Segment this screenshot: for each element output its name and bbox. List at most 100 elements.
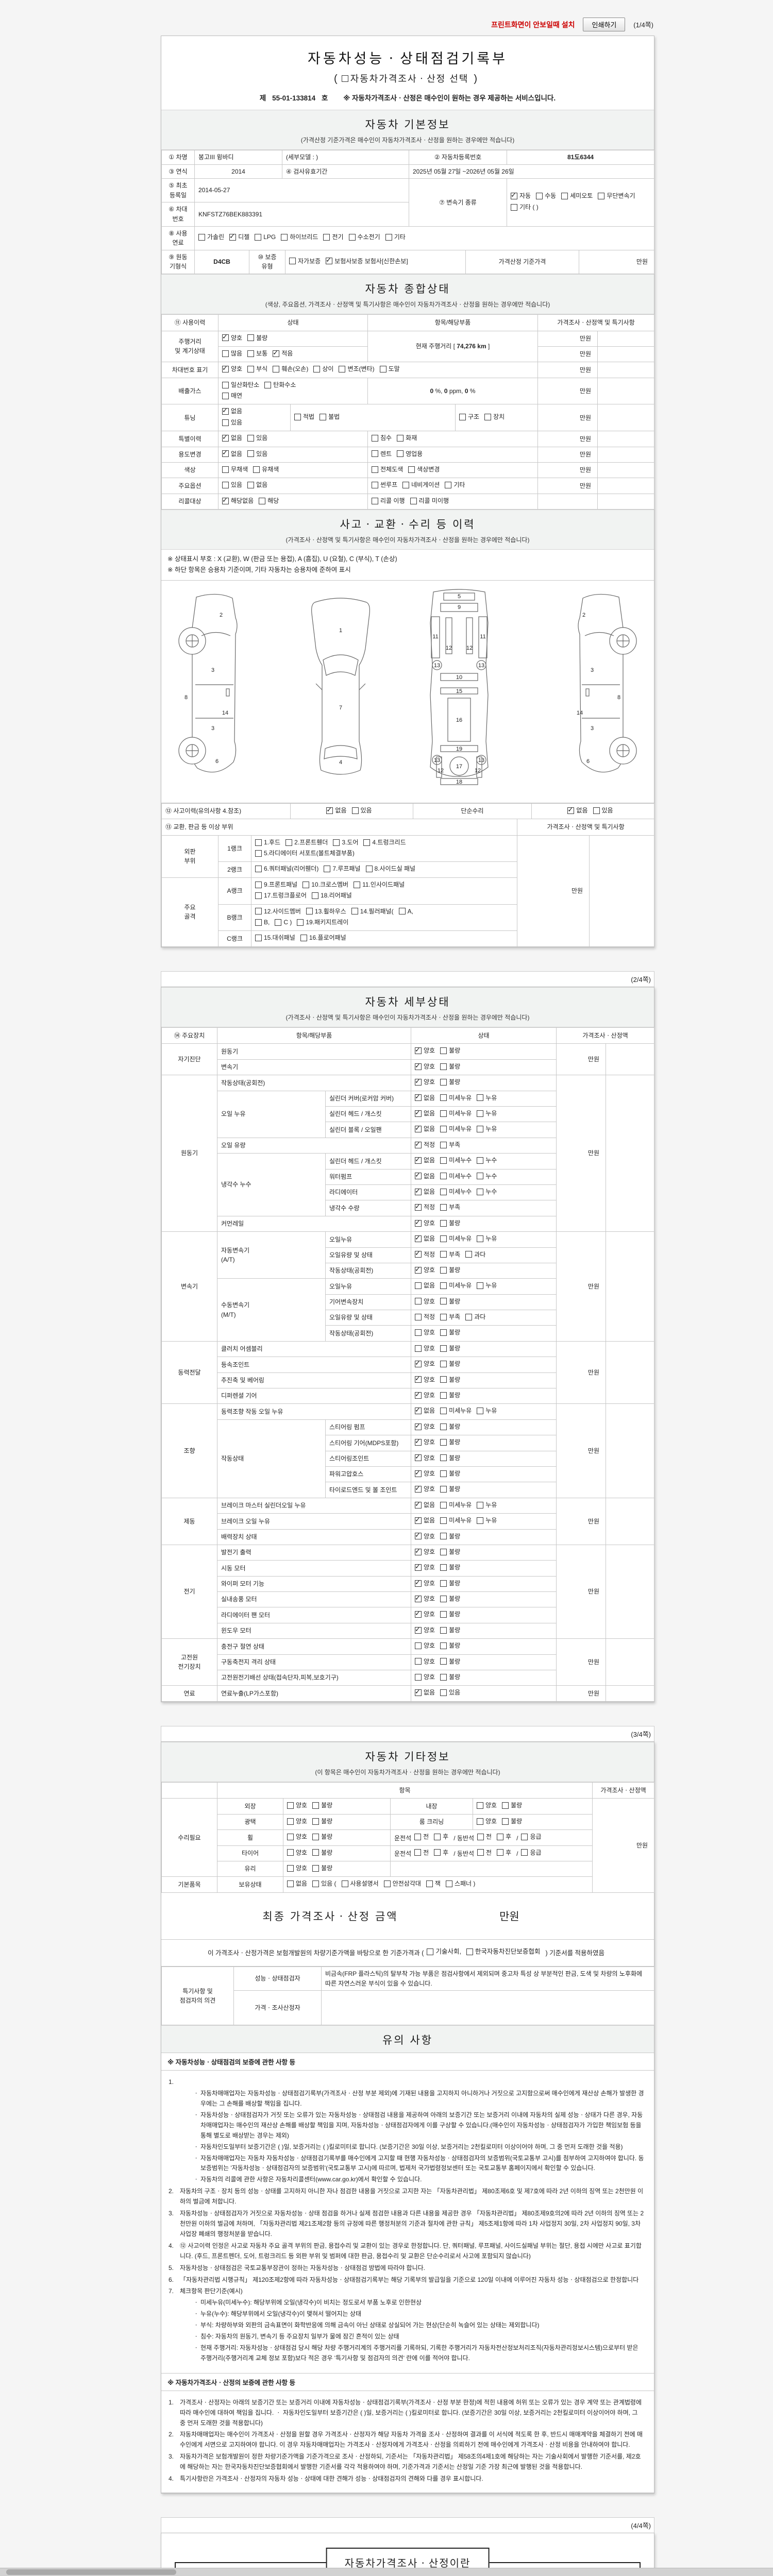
checkbox-item[interactable]: 부식 — [247, 364, 267, 374]
checkbox[interactable] — [440, 1423, 447, 1430]
checkbox-item[interactable]: 양호 — [287, 1801, 307, 1810]
checkbox[interactable] — [440, 1063, 447, 1070]
checkbox-item[interactable]: 없음 — [567, 805, 588, 816]
checkbox[interactable] — [440, 1673, 447, 1681]
checkbox-item[interactable]: 기타 — [385, 232, 406, 242]
checkbox[interactable] — [255, 881, 262, 888]
checkbox[interactable] — [415, 1374, 422, 1384]
checkbox-item[interactable]: 누유 — [477, 1281, 497, 1291]
checkbox-item[interactable]: 불량 — [440, 1359, 460, 1369]
checkbox-item[interactable]: 불량 — [440, 1297, 460, 1307]
checkbox[interactable] — [415, 1499, 422, 1510]
checkbox[interactable] — [415, 1515, 422, 1525]
checkbox[interactable] — [255, 892, 262, 900]
checkbox-item[interactable]: 양호 — [415, 1061, 435, 1072]
checkbox-item[interactable]: 기타 ( ) — [511, 202, 539, 212]
checkbox-item[interactable]: 적음 — [273, 348, 293, 359]
checkbox[interactable] — [397, 450, 404, 457]
checkbox-item[interactable]: 양호 — [415, 1045, 435, 1056]
checkbox[interactable] — [415, 1313, 422, 1320]
checkbox[interactable] — [255, 234, 262, 241]
checkbox[interactable] — [247, 482, 255, 489]
checkbox[interactable] — [222, 495, 229, 505]
checkbox[interactable] — [440, 1533, 447, 1540]
checkbox-item[interactable]: 적정 — [415, 1312, 435, 1322]
checkbox[interactable] — [440, 1126, 447, 1133]
checkbox-item[interactable]: 양호 — [415, 1264, 435, 1275]
checkbox[interactable] — [440, 1392, 447, 1399]
checkbox[interactable] — [440, 1282, 447, 1290]
checkbox[interactable] — [415, 1452, 422, 1463]
checkbox-item[interactable]: 불량 — [440, 1077, 460, 1087]
checkbox-item[interactable]: 도말 — [379, 364, 400, 374]
checkbox[interactable] — [440, 1361, 447, 1368]
checkbox[interactable] — [415, 1108, 422, 1118]
checkbox[interactable] — [440, 1094, 447, 1101]
checkbox-item[interactable]: 4.트렁크리드 — [363, 838, 406, 848]
checkbox-item[interactable]: 있음 — [222, 480, 242, 490]
checkbox-item[interactable]: 없음 — [415, 1281, 435, 1291]
checkbox-item[interactable]: 있음 — [247, 449, 267, 459]
checkbox[interactable] — [465, 1313, 473, 1320]
checkbox-item[interactable]: 있음 — [593, 806, 613, 816]
checkbox[interactable] — [415, 1061, 422, 1071]
checkbox-item[interactable]: 1.후드 — [255, 838, 280, 848]
checkbox-item[interactable]: 미세누유 — [440, 1124, 472, 1134]
checkbox[interactable] — [255, 866, 262, 873]
checkbox-item[interactable]: 자가보증 — [289, 257, 321, 266]
checkbox-item[interactable]: 미세누유 — [440, 1406, 472, 1416]
checkbox-item[interactable]: 양호 — [222, 332, 242, 343]
checkbox[interactable] — [341, 1880, 348, 1888]
checkbox[interactable] — [408, 466, 415, 473]
checkbox[interactable] — [477, 1126, 484, 1133]
checkbox[interactable] — [497, 1849, 504, 1856]
checkbox-item[interactable]: 불량 — [502, 1801, 522, 1810]
checkbox-item[interactable]: 썬루프 — [372, 480, 397, 490]
checkbox-item[interactable]: 리콜 미이행 — [410, 496, 449, 506]
checkbox[interactable] — [440, 1438, 447, 1446]
checkbox[interactable] — [313, 366, 321, 373]
checkbox-item[interactable]: 많음 — [222, 349, 242, 359]
checkbox[interactable] — [229, 231, 237, 242]
checkbox[interactable] — [415, 1329, 422, 1336]
checkbox[interactable] — [398, 908, 406, 915]
checkbox-item[interactable]: 상이 — [313, 364, 333, 374]
checkbox[interactable] — [477, 1094, 484, 1101]
checkbox-item[interactable]: 양호 — [415, 1624, 435, 1635]
checkbox-item[interactable]: 양호 — [415, 1593, 435, 1604]
horizontal-scrollbar[interactable] — [0, 2568, 773, 2576]
checkbox-item[interactable]: 기술사회, — [427, 1946, 461, 1958]
checkbox-item[interactable]: 불량 — [440, 1375, 460, 1385]
checkbox-item[interactable]: 17.트렁크플로어 — [255, 891, 307, 901]
checkbox-item[interactable]: 누수 — [477, 1172, 497, 1181]
checkbox[interactable] — [459, 413, 466, 420]
checkbox[interactable] — [379, 366, 386, 373]
checkbox[interactable] — [477, 1849, 484, 1856]
checkbox[interactable] — [222, 381, 229, 388]
checkbox[interactable] — [477, 1110, 484, 1117]
checkbox[interactable] — [255, 908, 262, 915]
checkbox-item[interactable]: 전 — [477, 1832, 492, 1842]
checkbox[interactable] — [255, 850, 262, 857]
checkbox-item[interactable]: 리콜 이행 — [372, 496, 405, 506]
checkbox-item[interactable]: 양호 — [415, 1217, 435, 1228]
checkbox[interactable] — [247, 334, 255, 342]
checkbox-item[interactable]: 미세누유 — [440, 1093, 472, 1103]
checkbox-item[interactable]: 과다 — [465, 1250, 485, 1260]
checkbox-item[interactable]: 양호 — [222, 363, 242, 374]
checkbox[interactable] — [434, 1834, 441, 1840]
checkbox[interactable] — [440, 1486, 447, 1493]
checkbox[interactable] — [415, 1248, 422, 1259]
checkbox-item[interactable]: B, — [255, 918, 270, 927]
checkbox-item[interactable]: 미세누수 — [440, 1172, 472, 1181]
checkbox[interactable] — [287, 1802, 294, 1809]
checkbox-item[interactable]: 누유 — [477, 1093, 497, 1103]
checkbox-item[interactable]: 잭 — [426, 1879, 441, 1889]
checkbox[interactable] — [312, 1802, 320, 1809]
checkbox[interactable] — [440, 1313, 447, 1320]
checkbox[interactable] — [372, 497, 378, 504]
checkbox[interactable] — [287, 1865, 294, 1872]
checkbox[interactable] — [273, 348, 280, 358]
checkbox-item[interactable]: 16.플로어패널 — [300, 933, 346, 943]
checkbox-item[interactable]: 8.사이드실 패널 — [365, 864, 415, 874]
